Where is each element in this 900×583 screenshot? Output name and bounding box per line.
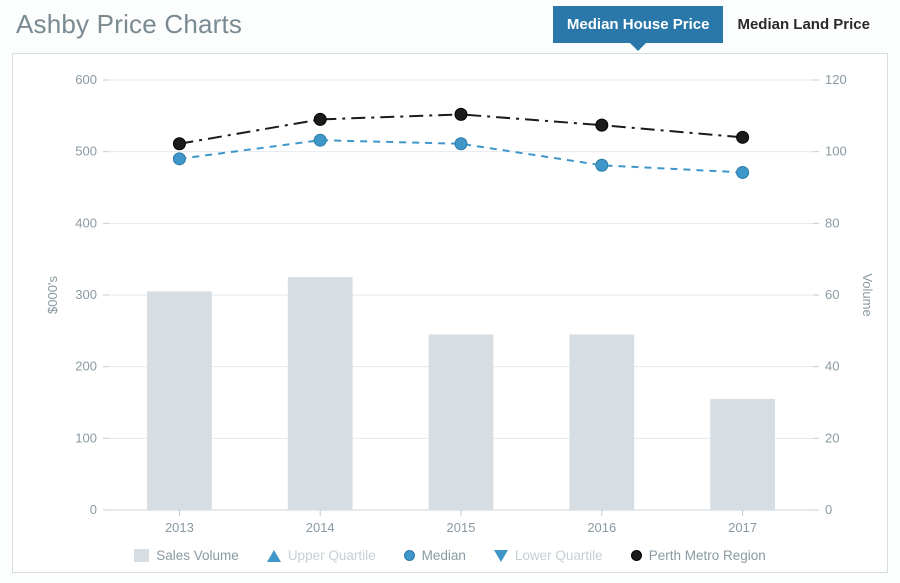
svg-text:200: 200: [75, 359, 97, 374]
triangle-up-icon: [267, 550, 281, 562]
legend-item-lower-quartile[interactable]: Lower Quartile: [494, 548, 603, 563]
legend-item-perth-metro[interactable]: Perth Metro Region: [631, 548, 766, 563]
chart-legend: Sales Volume Upper Quartile Median Lower…: [13, 546, 887, 563]
chart-frame: 0 100 200 300 400 500 600 0 20 40 60 80 100 120 2013 20…: [12, 53, 888, 573]
legend-label: Median: [422, 548, 466, 563]
svg-text:600: 600: [75, 72, 97, 87]
triangle-down-icon: [494, 550, 508, 562]
svg-text:300: 300: [75, 287, 97, 302]
svg-text:2016: 2016: [587, 520, 616, 535]
circle-icon: [404, 550, 415, 561]
header: Ashby Price Charts Median House Price Me…: [0, 0, 900, 53]
svg-text:100: 100: [825, 144, 847, 159]
svg-text:2013: 2013: [165, 520, 194, 535]
svg-text:500: 500: [75, 144, 97, 159]
svg-text:40: 40: [825, 359, 839, 374]
svg-text:$000's: $000's: [45, 276, 60, 314]
price-chart: 0 100 200 300 400 500 600 0 20 40 60 80 100 120 2013 20…: [13, 54, 885, 546]
svg-text:120: 120: [825, 72, 847, 87]
legend-label: Lower Quartile: [515, 548, 603, 563]
legend-item-sales-volume[interactable]: Sales Volume: [134, 548, 239, 563]
svg-text:60: 60: [825, 287, 839, 302]
svg-text:0: 0: [90, 502, 97, 517]
svg-text:2017: 2017: [728, 520, 757, 535]
legend-item-upper-quartile[interactable]: Upper Quartile: [267, 548, 376, 563]
tab-median-land-price[interactable]: Median Land Price: [723, 6, 884, 43]
legend-label: Upper Quartile: [288, 548, 376, 563]
svg-text:0: 0: [825, 502, 832, 517]
svg-text:2015: 2015: [447, 520, 476, 535]
svg-text:80: 80: [825, 215, 839, 230]
circle-icon: [631, 550, 642, 561]
legend-label: Perth Metro Region: [649, 548, 766, 563]
legend-label: Sales Volume: [156, 548, 239, 563]
svg-text:100: 100: [75, 430, 97, 445]
svg-text:2014: 2014: [306, 520, 335, 535]
page-title: Ashby Price Charts: [16, 9, 242, 40]
svg-text:400: 400: [75, 215, 97, 230]
svg-text:20: 20: [825, 430, 839, 445]
square-icon: [134, 549, 149, 562]
svg-text:Volume: Volume: [860, 273, 875, 316]
tab-median-house-price[interactable]: Median House Price: [553, 6, 724, 43]
tabs: Median House Price Median Land Price: [553, 6, 884, 43]
legend-item-median[interactable]: Median: [404, 548, 466, 563]
